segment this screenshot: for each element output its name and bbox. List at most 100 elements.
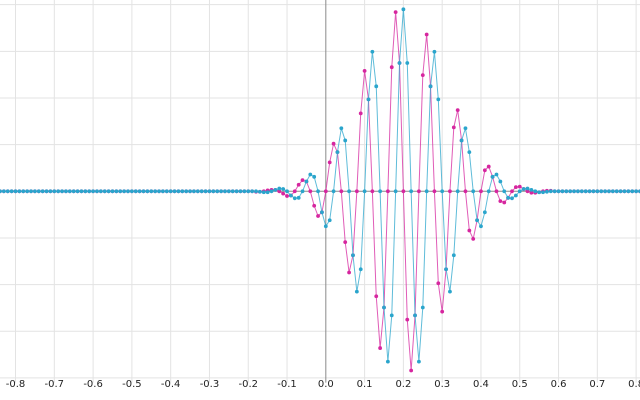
data-point <box>164 189 169 194</box>
data-point <box>397 61 402 65</box>
data-point <box>556 189 561 194</box>
data-point <box>141 189 146 194</box>
data-point <box>110 189 115 194</box>
data-point <box>13 189 18 194</box>
data-point <box>409 368 414 373</box>
data-point <box>409 189 414 194</box>
data-point <box>257 189 262 194</box>
data-point <box>273 188 278 192</box>
data-point <box>498 179 503 184</box>
data-point <box>537 190 542 195</box>
data-point <box>9 189 14 194</box>
data-point <box>21 189 26 194</box>
data-point <box>36 189 41 194</box>
data-point <box>184 189 189 194</box>
data-point <box>401 7 406 12</box>
data-point <box>172 189 177 194</box>
data-point <box>102 189 107 194</box>
data-point <box>459 138 464 143</box>
data-point <box>417 189 421 194</box>
data-point <box>277 186 282 191</box>
data-point <box>587 189 592 194</box>
data-point <box>281 187 286 191</box>
x-tick-label: -0.1 <box>277 379 297 390</box>
data-point <box>347 189 351 194</box>
data-point <box>467 228 472 233</box>
data-point <box>424 32 429 37</box>
data-point <box>486 189 491 194</box>
data-point <box>358 267 363 272</box>
data-point <box>354 289 359 294</box>
data-point <box>250 189 255 194</box>
data-point <box>129 189 134 194</box>
data-point <box>572 189 576 194</box>
data-point <box>289 193 293 198</box>
x-tick-label: -0.6 <box>83 379 103 390</box>
series <box>0 7 640 364</box>
data-point <box>242 189 247 194</box>
data-point <box>583 189 588 194</box>
data-point <box>64 189 68 194</box>
data-point <box>126 189 130 194</box>
data-point <box>195 189 200 194</box>
data-point <box>60 189 64 194</box>
data-point <box>114 189 119 194</box>
x-tick-label: 0.4 <box>473 379 489 390</box>
data-point <box>44 189 49 194</box>
data-point <box>475 218 479 223</box>
data-point <box>513 193 518 198</box>
data-point <box>579 189 584 194</box>
data-point <box>312 203 317 208</box>
data-point <box>413 313 417 318</box>
data-point <box>467 150 472 155</box>
x-tick-label: -0.2 <box>238 379 258 390</box>
data-point <box>498 199 503 203</box>
data-point <box>71 189 76 194</box>
data-point <box>576 189 580 194</box>
data-point <box>300 189 305 194</box>
data-point <box>614 189 619 194</box>
data-point <box>521 187 526 191</box>
data-point <box>192 189 196 194</box>
data-point <box>327 218 332 223</box>
data-point <box>137 189 142 194</box>
data-point <box>506 195 511 200</box>
data-point <box>529 188 534 192</box>
data-point <box>199 189 204 194</box>
data-point <box>323 224 328 229</box>
data-point <box>75 189 80 194</box>
data-point <box>494 189 499 194</box>
data-point <box>525 189 530 194</box>
data-point <box>494 172 499 177</box>
data-point <box>607 189 611 194</box>
data-point <box>304 179 309 184</box>
data-point <box>482 210 487 215</box>
data-point <box>378 346 383 350</box>
data-point <box>358 111 363 116</box>
data-point <box>424 189 429 194</box>
data-point <box>618 189 623 194</box>
data-point <box>308 189 313 194</box>
data-point <box>153 189 158 194</box>
data-point <box>463 126 468 131</box>
data-point <box>0 189 2 194</box>
data-point <box>545 189 549 194</box>
data-point <box>347 270 351 275</box>
data-point <box>316 214 320 218</box>
data-point <box>471 236 476 241</box>
x-tick-label: -0.8 <box>6 379 26 390</box>
data-point <box>285 194 289 198</box>
data-point <box>517 184 522 189</box>
data-point <box>87 189 92 194</box>
data-point <box>316 189 320 194</box>
x-tick-label: -0.3 <box>200 379 220 390</box>
data-point <box>436 281 441 286</box>
data-point <box>354 189 359 194</box>
data-point <box>502 189 507 194</box>
data-point <box>339 189 344 194</box>
data-point <box>1 189 6 194</box>
data-point <box>25 189 30 194</box>
data-point <box>448 189 452 194</box>
data-point <box>362 189 367 194</box>
